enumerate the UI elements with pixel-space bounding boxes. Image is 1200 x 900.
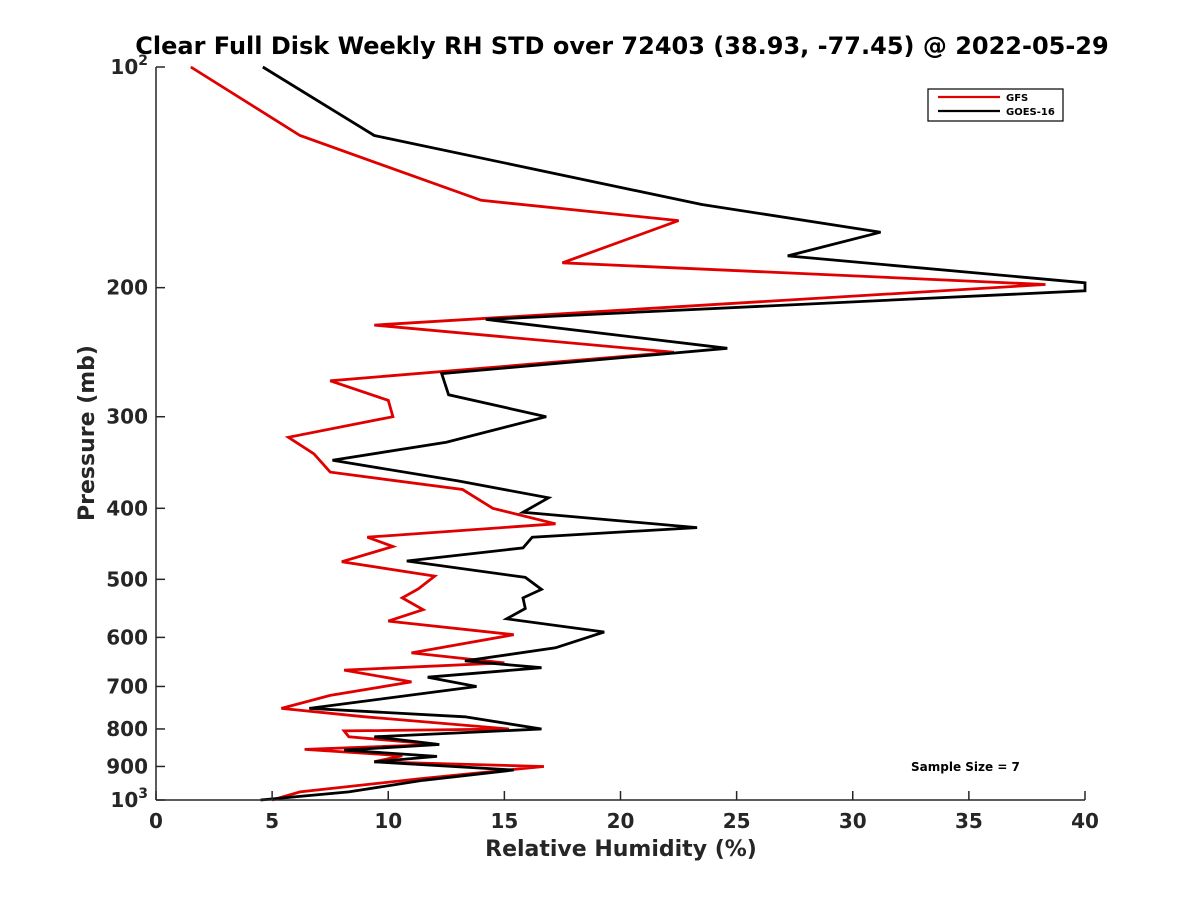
y-tick-label: 900 <box>106 754 148 778</box>
x-tick-label: 0 <box>149 809 163 833</box>
plot-area <box>156 67 1085 800</box>
x-tick-label: 20 <box>607 809 635 833</box>
y-tick-label: 400 <box>106 496 148 520</box>
x-axis-ticks: 0 5 10 15 20 25 30 35 40 <box>149 791 1099 833</box>
x-axis-label: Relative Humidity (%) <box>485 837 757 862</box>
y-tick-label: 300 <box>106 405 148 429</box>
x-tick-label: 15 <box>490 809 518 833</box>
y-tick-label: 102 <box>110 53 148 79</box>
series-layer <box>190 65 1087 802</box>
x-tick-label: 30 <box>839 809 867 833</box>
y-axis-ticks: 102 200 300 400 500 600 700 800 900 103 <box>106 53 165 812</box>
sample-size-annotation: Sample Size = 7 <box>911 760 1020 774</box>
x-tick-label: 40 <box>1071 809 1099 833</box>
legend-label-goes16: GOES-16 <box>1006 107 1055 118</box>
y-tick-label: 800 <box>106 717 148 741</box>
chart-title: Clear Full Disk Weekly RH STD over 72403… <box>135 32 1108 60</box>
x-tick-label: 5 <box>265 809 279 833</box>
y-tick-label: 500 <box>106 567 148 591</box>
legend: GFS GOES-16 <box>927 88 1064 122</box>
legend-label-gfs: GFS <box>1006 93 1028 104</box>
series-line-goes16 <box>260 65 1087 802</box>
y-axis-label: Pressure (mb) <box>75 345 100 521</box>
x-tick-label: 25 <box>723 809 751 833</box>
x-tick-label: 10 <box>374 809 402 833</box>
y-tick-label: 700 <box>106 674 148 698</box>
y-tick-label: 600 <box>106 625 148 649</box>
x-tick-label: 35 <box>955 809 983 833</box>
legend-box <box>927 88 1064 122</box>
y-tick-label: 103 <box>110 786 148 812</box>
y-tick-label: 200 <box>106 276 148 300</box>
